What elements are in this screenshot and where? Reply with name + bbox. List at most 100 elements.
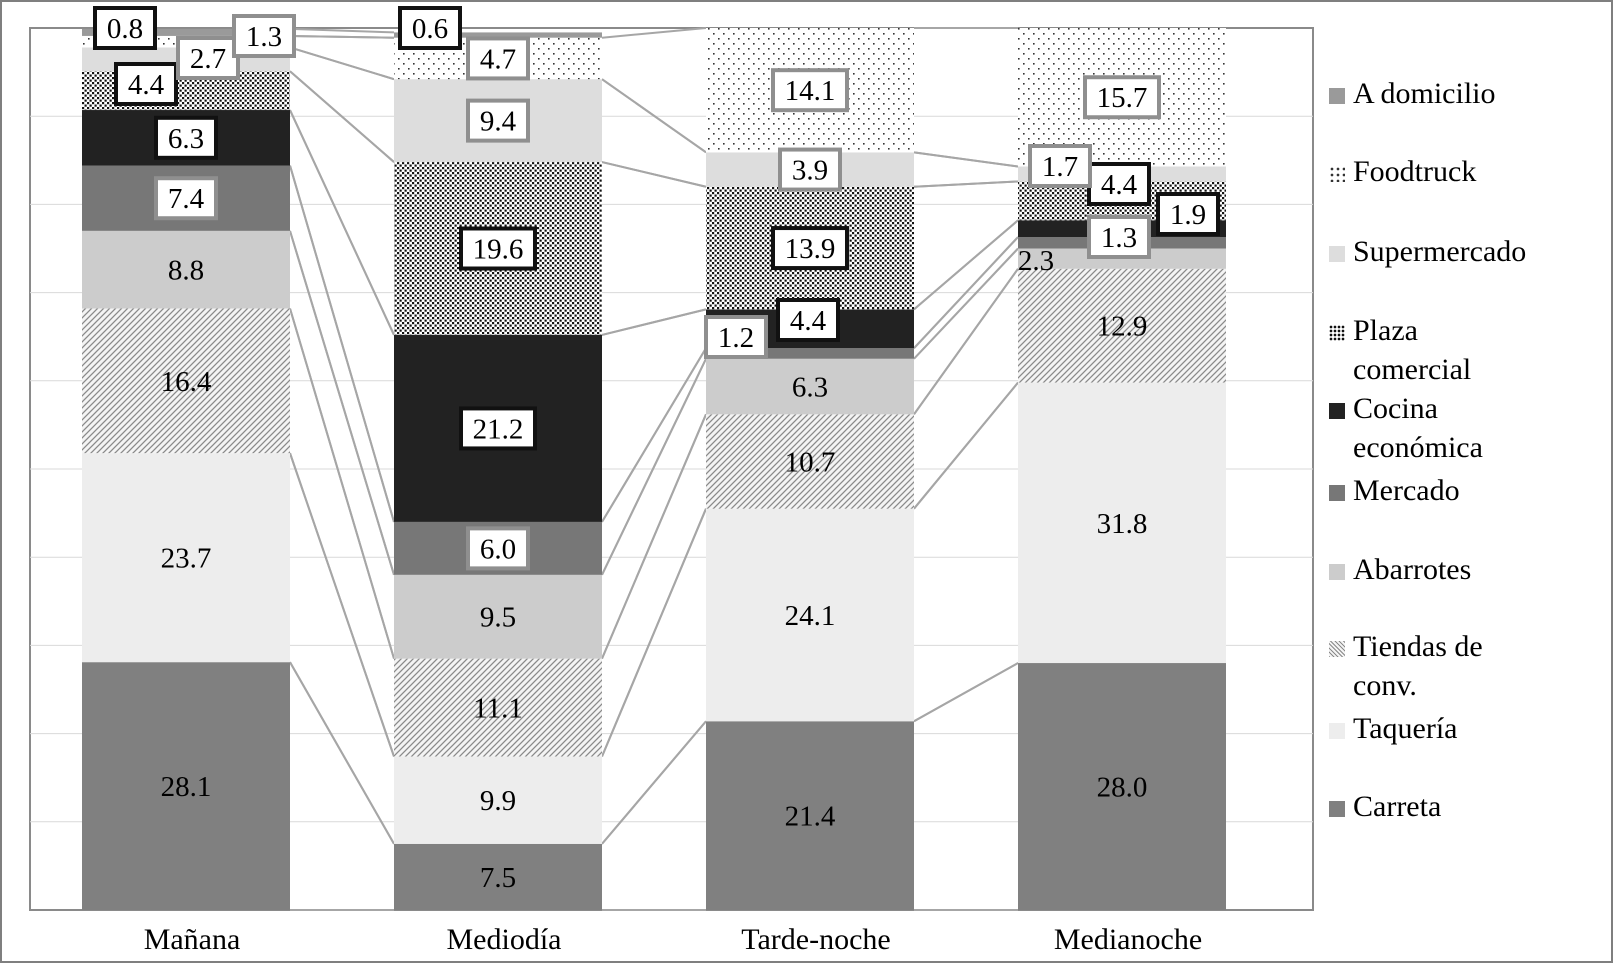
legend-label-cocina-economica: Cocina económica	[1353, 392, 1483, 464]
connector-line-supermercado	[601, 161, 707, 188]
legend-swatch-carreta	[1329, 801, 1345, 817]
bar-carreta-mediodia	[394, 843, 602, 910]
data-label-tiendas-de-conv-mediodia: 11.1	[473, 693, 523, 725]
svg-text:2.3: 2.3	[1018, 245, 1054, 277]
x-tick-label-manana: Mañana	[144, 923, 241, 956]
data-label-abarrotes-medianoche: 2.3	[1018, 245, 1054, 277]
svg-text:1.2: 1.2	[718, 322, 754, 354]
legend-item-tiendas-de-conv: Tiendas de conv.	[1329, 627, 1599, 705]
connector-line-a-domicilio	[289, 34, 395, 39]
bar-carreta-medianoche	[1018, 663, 1226, 910]
connector-line-abarrotes	[913, 268, 1019, 415]
legend-item-a-domicilio: A domicilio	[1329, 74, 1599, 113]
svg-text:0.6: 0.6	[412, 13, 448, 45]
svg-text:8.8: 8.8	[168, 255, 204, 287]
svg-text:12.9: 12.9	[1097, 311, 1148, 343]
connector-line-cocina-economica	[289, 165, 395, 523]
data-label-abarrotes-manana: 8.8	[168, 255, 204, 287]
connector-line-taqueria	[601, 720, 707, 845]
connector-line-plaza-comercial	[913, 219, 1019, 311]
legend-label-carreta: Carreta	[1353, 790, 1442, 823]
connector-line-tiendas-de-conv	[913, 381, 1019, 510]
bar-taqueria-mediodia	[394, 756, 602, 844]
data-label-supermercado-medianoche: 1.7	[1028, 144, 1092, 188]
svg-text:1.3: 1.3	[246, 21, 282, 53]
legend-label-plaza-comercial: Plaza comercial	[1353, 314, 1472, 386]
data-label-supermercado-manana: 2.7	[176, 36, 240, 80]
legend-swatch-abarrotes	[1329, 564, 1345, 580]
connector-line-abarrotes	[601, 413, 707, 660]
data-label-carreta-medianoche: 28.0	[1097, 772, 1148, 804]
x-tick-label-tarde-noche: Tarde-noche	[741, 923, 890, 956]
svg-text:6.3: 6.3	[168, 123, 204, 155]
connector-line-mercado	[913, 247, 1019, 360]
connector-line-supermercado	[913, 180, 1019, 188]
legend-swatch-cocina-economica	[1329, 403, 1345, 419]
data-label-cocina-economica-manana: 6.3	[154, 115, 218, 160]
legend-swatch-foodtruck	[1329, 166, 1345, 182]
data-label-plaza-comercial-manana: 4.4	[114, 62, 178, 106]
legend-label-a-domicilio: A domicilio	[1353, 77, 1496, 110]
data-label-supermercado-mediodia: 9.4	[466, 98, 530, 143]
data-label-foodtruck-mediodia: 4.7	[466, 36, 530, 81]
data-label-tiendas-de-conv-tarde-noche: 10.7	[785, 447, 836, 479]
data-label-foodtruck-medianoche: 15.7	[1083, 75, 1161, 120]
legend-label-foodtruck: Foodtruck	[1353, 155, 1477, 188]
svg-text:23.7: 23.7	[161, 543, 212, 575]
svg-text:7.5: 7.5	[480, 862, 516, 894]
svg-text:28.0: 28.0	[1097, 772, 1148, 804]
data-label-mercado-tarde-noche: 1.2	[704, 315, 768, 359]
svg-text:9.5: 9.5	[480, 602, 516, 634]
data-label-taqueria-medianoche: 31.8	[1097, 508, 1148, 540]
legend-item-cocina-economica: Cocina económica	[1329, 389, 1599, 467]
bar-taqueria-manana	[82, 453, 290, 663]
svg-text:31.8: 31.8	[1097, 508, 1148, 540]
data-label-cocina-economica-tarde-noche: 4.4	[776, 298, 840, 342]
svg-text:4.4: 4.4	[1101, 169, 1138, 201]
svg-text:4.7: 4.7	[480, 43, 516, 75]
svg-text:19.6: 19.6	[473, 234, 524, 266]
legend-label-tiendas-de-conv: Tiendas de conv.	[1353, 630, 1483, 702]
legend-label-mercado: Mercado	[1353, 474, 1460, 507]
legend-item-supermercado: Supermercado	[1329, 232, 1599, 271]
svg-text:1.7: 1.7	[1042, 151, 1078, 183]
legend-swatch-tiendas-de-conv	[1329, 641, 1345, 657]
connector-line-tiendas-de-conv	[601, 508, 707, 757]
connector-line-a-domicilio	[289, 27, 395, 34]
bar-taqueria-medianoche	[1018, 382, 1226, 664]
svg-text:2.7: 2.7	[190, 43, 226, 75]
svg-text:28.1: 28.1	[161, 771, 212, 803]
legend-label-taqueria: Taquería	[1353, 712, 1458, 745]
connector-line-tiendas-de-conv	[289, 452, 395, 757]
data-label-plaza-comercial-medianoche: 4.4	[1087, 162, 1151, 206]
legend-swatch-supermercado	[1329, 246, 1345, 262]
connector-line-mercado	[289, 230, 395, 576]
svg-text:1.9: 1.9	[1170, 199, 1206, 231]
data-label-tiendas-de-conv-medianoche: 12.9	[1097, 311, 1148, 343]
data-label-carreta-manana: 28.1	[161, 771, 212, 803]
connector-line-abarrotes	[289, 308, 395, 659]
data-label-abarrotes-tarde-noche: 6.3	[792, 372, 828, 404]
data-label-tiendas-de-conv-manana: 16.4	[161, 366, 212, 398]
legend-item-abarrotes: Abarrotes	[1329, 550, 1599, 589]
bar-a-domicilio-manana	[82, 28, 290, 36]
bar-abarrotes-mediodia	[394, 574, 602, 659]
x-tick-label-mediodia: Mediodía	[447, 923, 562, 956]
connector-line-cocina-economica	[601, 347, 707, 523]
svg-text:6.3: 6.3	[792, 372, 828, 404]
svg-text:4.4: 4.4	[790, 305, 827, 337]
data-label-abarrotes-mediodia: 9.5	[480, 602, 516, 634]
x-axis-labels: Mañana Mediodía Tarde-noche Medianoche	[144, 923, 1202, 956]
connector-line-plaza-comercial	[289, 109, 395, 336]
legend-swatch-taqueria	[1329, 723, 1345, 739]
data-label-mercado-manana: 7.4	[154, 176, 218, 221]
svg-text:1.3: 1.3	[1101, 222, 1137, 254]
svg-text:9.4: 9.4	[480, 106, 517, 138]
bar-tiendas-de-conv-manana	[82, 308, 290, 454]
bar-mercado-tarde-noche	[706, 348, 914, 359]
svg-text:15.7: 15.7	[1097, 82, 1148, 114]
connector-line-taqueria	[913, 662, 1019, 723]
data-label-cocina-economica-medianoche: 1.9	[1156, 192, 1220, 236]
data-label-carreta-mediodia: 7.5	[480, 862, 516, 894]
